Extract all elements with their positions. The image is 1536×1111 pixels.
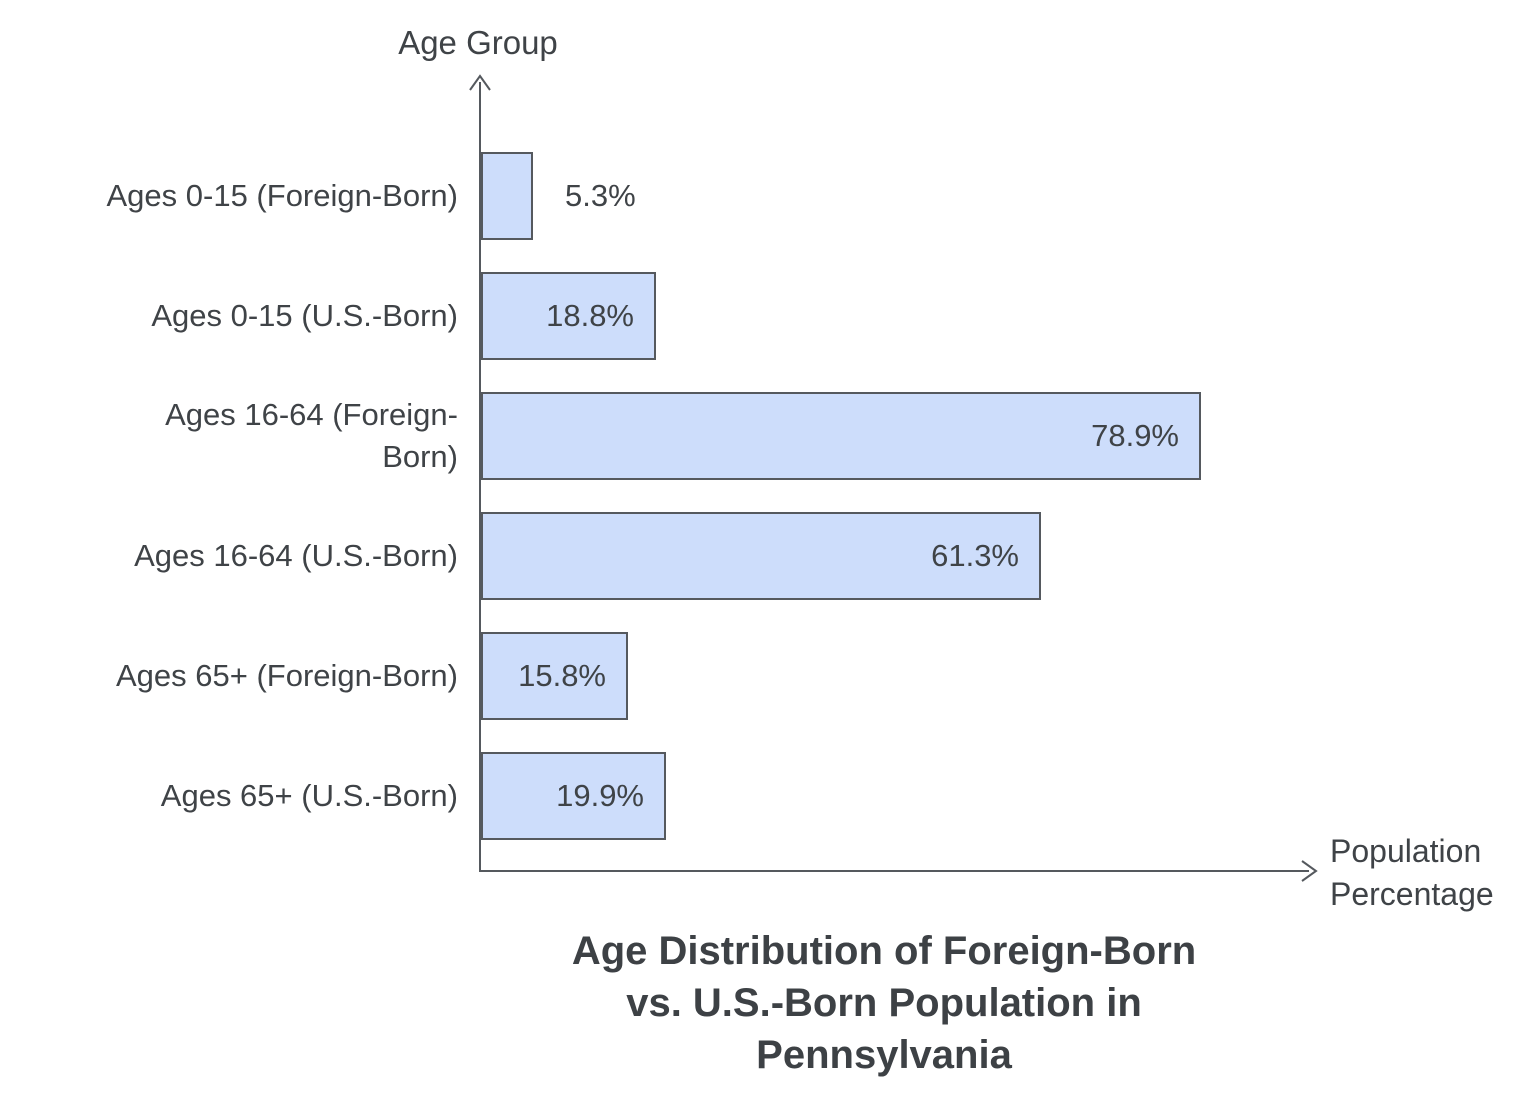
category-label: Ages 0-15 (U.S.-Born) bbox=[151, 298, 458, 333]
bar-rows: Ages 0-15 (Foreign-Born) 5.3% Ages 0-15 (U… bbox=[0, 152, 1536, 872]
category-label: Ages 0-15 (Foreign-Born) bbox=[106, 178, 459, 213]
bar bbox=[481, 392, 1201, 480]
x-axis-title-line-1: Population bbox=[1330, 833, 1482, 869]
bar-track: 18.8% bbox=[481, 272, 1536, 360]
y-axis-title: Age Group bbox=[398, 24, 558, 61]
bar-row: Ages 16-64 (Foreign- Born) 78.9% bbox=[0, 392, 1536, 512]
bar-row: Ages 0-15 (U.S.-Born) 18.8% bbox=[0, 272, 1536, 392]
category-label: Ages 65+ (Foreign-Born) bbox=[115, 658, 458, 693]
value-label: 18.8% bbox=[546, 298, 634, 333]
category-label: Ages 65+ (U.S.-Born) bbox=[160, 778, 458, 813]
value-label: 15.8% bbox=[518, 658, 606, 693]
x-axis-title-line-2: Percentage bbox=[1330, 876, 1494, 912]
x-axis-line bbox=[479, 870, 1309, 872]
bar bbox=[481, 272, 656, 360]
bar bbox=[481, 512, 1041, 600]
bar-track: 15.8% bbox=[481, 632, 1536, 720]
x-axis-arrow-icon bbox=[1301, 860, 1318, 882]
category-label: Ages 16-64 (U.S.-Born) bbox=[134, 538, 458, 573]
bar-row: Ages 0-15 (Foreign-Born) 5.3% bbox=[0, 152, 1536, 272]
bar-row: Ages 65+ (U.S.-Born) 19.9% bbox=[0, 752, 1536, 872]
value-label: 19.9% bbox=[556, 778, 644, 813]
value-label: 78.9% bbox=[1091, 418, 1179, 453]
chart-title-line-1: Age Distribution of Foreign-Born bbox=[571, 929, 1197, 973]
bar-track: 19.9% bbox=[481, 752, 1536, 840]
chart-title-line-3: Pennsylvania bbox=[756, 1033, 1012, 1077]
bar bbox=[481, 632, 628, 720]
bar-row: Ages 16-64 (U.S.-Born) 61.3% bbox=[0, 512, 1536, 632]
chart-title-line-2: vs. U.S.-Born Population in bbox=[626, 981, 1142, 1025]
bar-row: Ages 65+ (Foreign-Born) 15.8% bbox=[0, 632, 1536, 752]
bar bbox=[481, 752, 666, 840]
bar bbox=[481, 152, 533, 240]
bar-track: 5.3% bbox=[481, 152, 1536, 240]
chart-title: Age Distribution of Foreign-Born vs. U.S… bbox=[384, 925, 1384, 1081]
bar-track: 78.9% bbox=[481, 392, 1536, 480]
category-label: Ages 16-64 (Foreign- Born) bbox=[165, 397, 458, 474]
value-label: 5.3% bbox=[565, 178, 636, 213]
bar-track: 61.3% bbox=[481, 512, 1536, 600]
y-axis-line bbox=[479, 82, 481, 872]
x-axis-title: Population Percentage bbox=[1330, 830, 1536, 916]
value-label: 61.3% bbox=[931, 538, 1019, 573]
y-axis-arrow-icon bbox=[469, 74, 491, 91]
